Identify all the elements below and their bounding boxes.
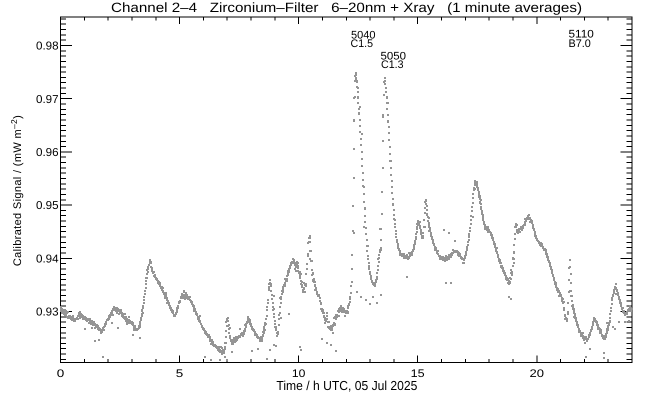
svg-text:0.94: 0.94 (36, 253, 59, 265)
svg-text:C1.5: C1.5 (351, 38, 374, 50)
svg-text:5040: 5040 (351, 29, 376, 41)
svg-text:0.95: 0.95 (36, 200, 59, 212)
svg-text:C1.3: C1.3 (381, 59, 404, 71)
svg-text:20: 20 (530, 368, 545, 380)
svg-text:Channel 2–4 Zirconium–Filter: Channel 2–4 Zirconium–Filter 6–20nm + Xr… (111, 0, 582, 15)
svg-text:B7.0: B7.0 (569, 38, 591, 50)
svg-text:Time / h UTC, 05 Jul 2025: Time / h UTC, 05 Jul 2025 (276, 378, 417, 393)
svg-text:0.97: 0.97 (36, 94, 59, 106)
svg-text:15: 15 (411, 368, 425, 380)
svg-text:0.96: 0.96 (36, 147, 59, 159)
svg-text:10: 10 (292, 368, 306, 380)
svg-text:0.93: 0.93 (36, 307, 59, 319)
svg-text:5110: 5110 (569, 29, 594, 41)
svg-text:Calibrated Signal / (mW m–2): Calibrated Signal / (mW m–2) (9, 115, 24, 266)
svg-text:5050: 5050 (381, 51, 407, 63)
svg-text:5: 5 (176, 368, 184, 380)
svg-text:0.98: 0.98 (36, 41, 59, 53)
svg-text:0: 0 (57, 368, 65, 380)
